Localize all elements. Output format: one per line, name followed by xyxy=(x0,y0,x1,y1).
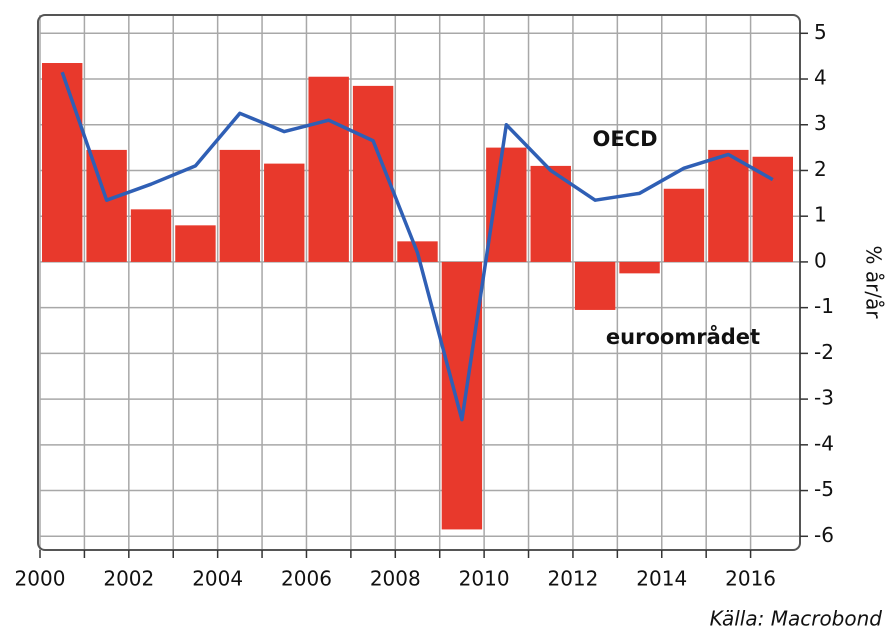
x-tick-label: 2008 xyxy=(370,567,421,591)
series-label: euroområdet xyxy=(606,324,760,349)
bar xyxy=(530,165,571,262)
x-tick-label: 2002 xyxy=(103,567,154,591)
x-tick-label: 2016 xyxy=(725,567,776,591)
y-tick-label: 0 xyxy=(814,248,827,272)
y-tick-label: -3 xyxy=(814,386,834,410)
y-tick-label: -5 xyxy=(814,477,834,501)
bar xyxy=(752,156,793,262)
y-tick-label: 3 xyxy=(814,111,827,135)
axes: 5 4 3 2 1 0 -1 -2 -3 -4 -5 -6 2000 2002 2004 2006 2008 20… xyxy=(15,20,834,591)
series-label: OECD xyxy=(592,127,657,151)
y-tick-label: 5 xyxy=(814,20,827,44)
x-tick-label: 2000 xyxy=(15,567,66,591)
bar xyxy=(219,149,261,262)
y-tick-label: 2 xyxy=(814,157,827,181)
bar xyxy=(663,188,705,262)
bar xyxy=(42,63,83,262)
bar xyxy=(264,163,305,262)
x-tick-label: 2010 xyxy=(459,567,510,591)
y-tick-label: -2 xyxy=(814,340,834,364)
y-tick-label: 1 xyxy=(814,203,827,227)
x-tick-label: 2006 xyxy=(281,567,332,591)
line xyxy=(60,71,774,422)
bar xyxy=(308,76,349,262)
x-tick-label: 2004 xyxy=(192,567,243,591)
bar xyxy=(574,261,616,310)
bar xyxy=(441,261,483,530)
bar xyxy=(86,149,127,262)
bar xyxy=(486,147,527,262)
marks xyxy=(42,63,793,530)
bar xyxy=(619,261,660,274)
y-tick-label: -4 xyxy=(814,431,834,455)
source: Källa: Macrobond xyxy=(710,607,883,631)
plot-border xyxy=(37,14,801,551)
bar xyxy=(708,149,749,262)
bar xyxy=(175,225,216,262)
x-tick-label: 2014 xyxy=(636,567,687,591)
y-tick-label: -6 xyxy=(814,523,834,547)
y-axis-label: % år/år xyxy=(862,245,886,319)
y-tick-label: 4 xyxy=(814,66,827,90)
y-tick-label: -1 xyxy=(814,294,834,318)
x-tick-label: 2012 xyxy=(547,567,598,591)
grid xyxy=(39,15,800,550)
bar xyxy=(130,209,172,262)
